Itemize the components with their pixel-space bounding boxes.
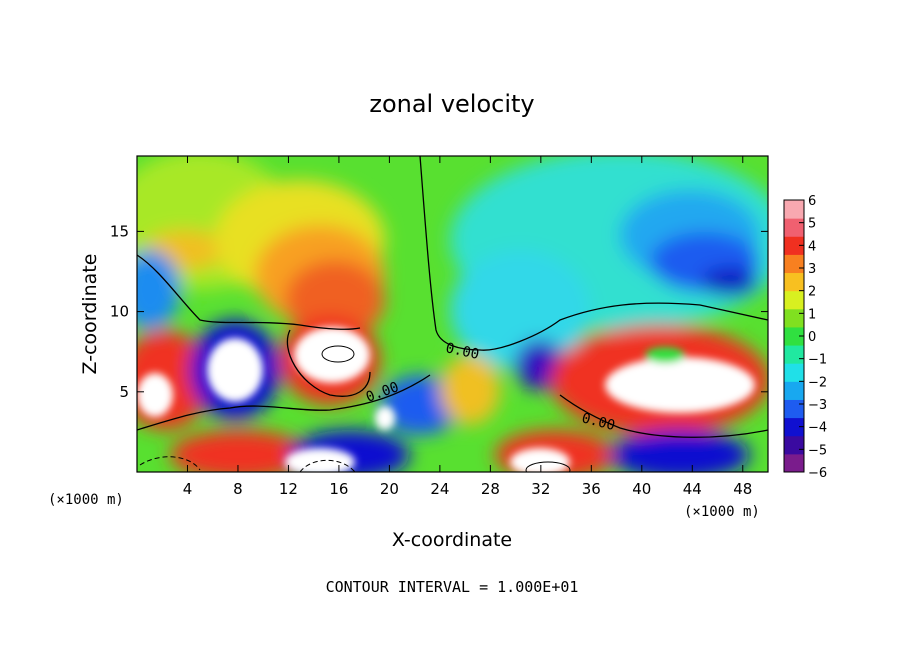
colorbar-tick-label: 3: [808, 262, 816, 277]
colorbar-swatch: [784, 453, 804, 473]
colorbar-swatch: [784, 254, 804, 274]
colorbar-swatch: [784, 272, 804, 292]
colorbar-swatch: [784, 326, 804, 346]
y-tick-label: 15: [110, 222, 129, 240]
colorbar-swatch: [784, 290, 804, 310]
colorbar-swatch: [784, 435, 804, 455]
colorbar-tick-label: −1: [808, 353, 827, 368]
colorbar-swatch: [784, 417, 804, 437]
x-axis: 4 8 12 16 20 24 28 32 36 40 44 48: [183, 156, 752, 498]
x-tick-label: 20: [380, 480, 399, 498]
x-tick-label: 32: [531, 480, 550, 498]
contour-label: 0.00: [444, 340, 480, 363]
colorbar-tick-label: −5: [808, 443, 827, 458]
colorbar-tick-label: −6: [808, 466, 827, 481]
x-tick-label: 12: [279, 480, 298, 498]
plot-frame: [136, 155, 769, 473]
x-axis-label: X-coordinate: [392, 529, 512, 551]
chart-title: zonal velocity: [369, 90, 534, 118]
x-tick-label: 24: [430, 480, 449, 498]
x-unit-right: (×1000 m): [684, 504, 760, 520]
colorbar-swatch: [784, 200, 804, 219]
colorbar-swatch: [784, 308, 804, 328]
y-tick-label: 5: [119, 383, 129, 401]
colorbar-swatch: [784, 363, 804, 382]
colorbar-tick-label: 6: [808, 194, 816, 209]
y-tick-label: 10: [110, 303, 129, 321]
contour-label: 0.00: [580, 410, 617, 434]
x-tick-label: 16: [329, 480, 348, 498]
colorbar-tick-label: 4: [808, 239, 816, 254]
contour-interval-note: CONTOUR INTERVAL = 1.000E+01: [326, 578, 579, 596]
x-tick-label: 48: [733, 480, 752, 498]
y-axis: 5 10 15: [110, 222, 768, 401]
x-tick-label: 44: [683, 480, 702, 498]
colorbar-tick-label: −2: [808, 375, 827, 390]
y-axis-label: Z-coordinate: [79, 254, 101, 375]
colorbar-tick-label: −4: [808, 421, 827, 436]
colorbar: 6 5 4 3 2 1 0 −1 −2 −3 −4 −5 −6: [783, 194, 827, 481]
x-tick-label: 28: [481, 480, 500, 498]
x-unit-left: (×1000 m): [48, 492, 124, 508]
colorbar-swatch: [784, 236, 804, 255]
colorbar-tick-label: 5: [808, 217, 816, 232]
colorbar-swatch: [784, 399, 804, 419]
x-tick-label: 36: [582, 480, 601, 498]
x-tick-label: 8: [233, 480, 243, 498]
colorbar-swatch: [784, 381, 804, 400]
colorbar-tick-label: 1: [808, 307, 816, 322]
colorbar-tick-label: 2: [808, 285, 816, 300]
x-tick-label: 4: [183, 480, 193, 498]
colorbar-tick-label: 0: [808, 330, 816, 345]
colorbar-tick-label: −3: [808, 398, 827, 413]
velocity-field: [137, 156, 768, 472]
colorbar-swatch: [784, 345, 804, 364]
x-tick-label: 40: [632, 480, 651, 498]
colorbar-swatch: [784, 218, 804, 237]
